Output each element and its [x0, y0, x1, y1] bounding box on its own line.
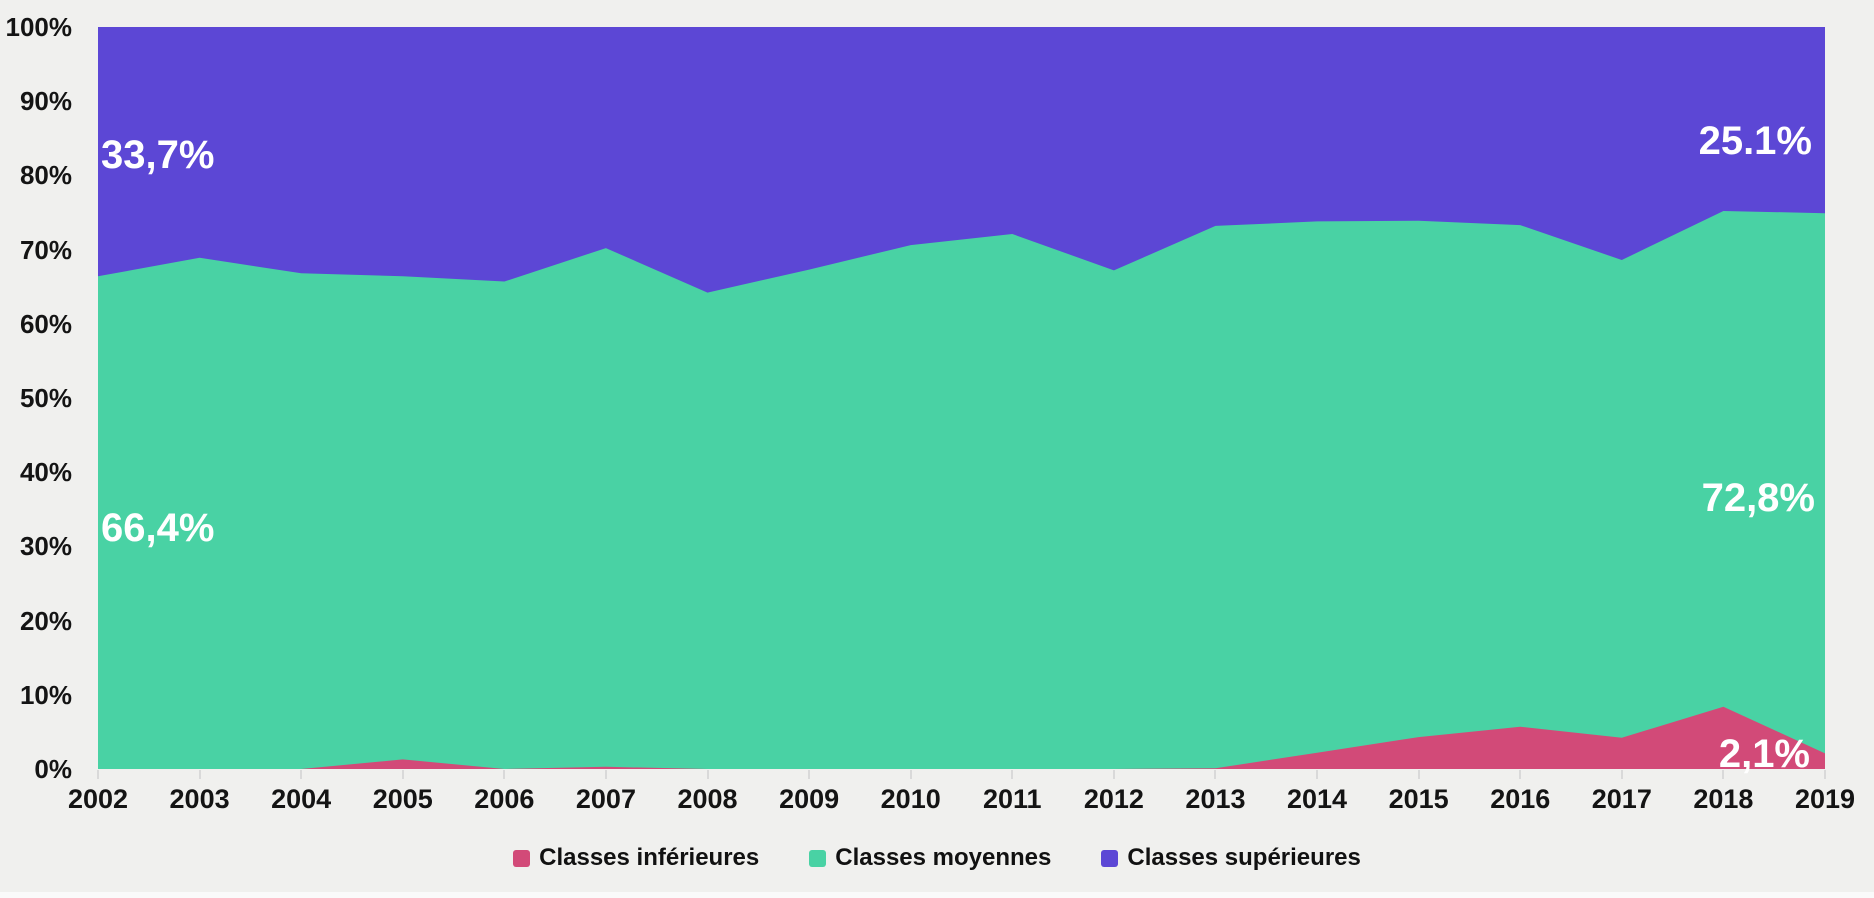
x-tick-label-2011: 2011 [982, 784, 1042, 814]
legend-label: Classes supérieures [1127, 844, 1361, 871]
footer-strip [0, 892, 1874, 898]
x-tick-mark-2004 [300, 770, 303, 779]
label-classes-moyennes-2002: 66,4% [101, 506, 215, 550]
x-tick-label-2006: 2006 [474, 784, 535, 814]
label-classes-superieures-2019: 25.1% [1698, 119, 1812, 163]
legend-swatch-icon [513, 849, 531, 867]
x-tick-label-2016: 2016 [1490, 784, 1551, 814]
x-tick-mark-2002 [97, 770, 99, 779]
x-tick-label-2019: 2019 [1794, 784, 1856, 814]
x-tick-mark-2019 [1824, 770, 1826, 779]
legend-swatch-icon [1101, 849, 1119, 867]
x-tick-mark-2016 [1519, 770, 1522, 779]
x-tick-mark-2017 [1620, 770, 1623, 779]
x-tick-label-2017: 2017 [1591, 784, 1652, 814]
y-tick-label-80: 80% [19, 160, 72, 191]
x-tick-mark-2009 [808, 770, 811, 779]
legend-swatch-icon [809, 849, 827, 867]
x-tick-mark-2006 [503, 770, 506, 779]
legend-item-0: Classes inférieures [513, 844, 759, 872]
y-tick-label-0: 0% [34, 754, 72, 784]
label-classes-superieures-2002: 33,7% [101, 133, 215, 177]
x-tick-mark-2005 [401, 770, 404, 779]
x-tick-label-2004: 2004 [271, 784, 332, 814]
x-tick-label-2010: 2010 [880, 784, 941, 814]
x-tick-mark-2015 [1417, 770, 1420, 779]
y-tick-label-60: 60% [19, 308, 72, 339]
x-tick-mark-2012 [1112, 770, 1115, 779]
y-tick-label-40: 40% [19, 457, 72, 488]
legend: Classes inférieures Classes moyennes Class… [0, 840, 1874, 876]
y-tick-label-20: 20% [19, 605, 72, 636]
label-classes-moyennes-2019: 72,8% [1701, 476, 1815, 520]
x-tick-mark-2013 [1214, 770, 1217, 779]
area-classes-inferieures [98, 706, 1825, 769]
x-tick-label-2003: 2003 [169, 784, 230, 814]
x-tick-label-2005: 2005 [372, 784, 433, 814]
x-tick-label-2018: 2018 [1693, 784, 1754, 814]
x-tick-mark-2014 [1316, 770, 1319, 779]
legend-label: Classes inférieures [539, 844, 760, 871]
legend-label: Classes moyennes [835, 844, 1052, 871]
x-tick-label-2014: 2014 [1287, 784, 1348, 814]
x-tick-label-2007: 2007 [575, 784, 636, 814]
y-tick-label-90: 90% [19, 86, 72, 117]
area-classes-moyennes [98, 211, 1825, 769]
plot-area [98, 27, 1825, 769]
x-tick-mark-2011 [1011, 770, 1014, 779]
y-tick-label-10: 10% [19, 679, 72, 710]
x-tick-mark-2003 [198, 770, 201, 779]
y-tick-label-30: 30% [19, 531, 72, 562]
label-classes-inferieures-2019: 2,1% [1718, 732, 1810, 776]
x-tick-label-2015: 2015 [1388, 784, 1449, 814]
x-tick-label-2008: 2008 [677, 784, 738, 814]
legend-item-2: Classes supérieures [1101, 844, 1361, 872]
legend-item-1: Classes moyennes [809, 844, 1051, 872]
y-tick-label-100: 100% [5, 12, 73, 42]
y-tick-label-70: 70% [19, 234, 72, 265]
x-tick-mark-2010 [909, 770, 912, 779]
y-tick-label-50: 50% [19, 383, 72, 413]
x-tick-label-2002: 2002 [67, 784, 129, 814]
x-tick-mark-2008 [706, 770, 709, 779]
x-tick-mark-2007 [604, 770, 607, 779]
x-tick-label-2013: 2013 [1185, 784, 1246, 814]
x-tick-label-2012: 2012 [1083, 784, 1144, 814]
x-tick-mark-2018 [1722, 770, 1725, 779]
x-tick-label-2009: 2009 [779, 784, 840, 814]
